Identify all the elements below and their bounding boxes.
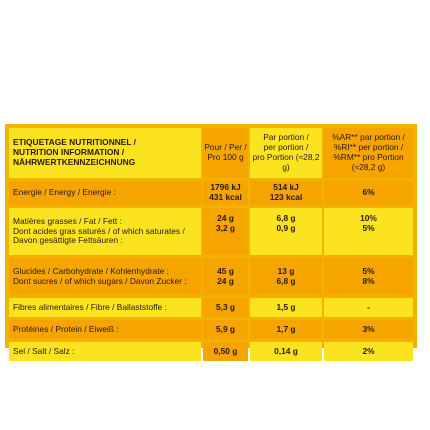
row-value: 5% [362, 222, 375, 233]
row-value: 2% [362, 345, 375, 356]
header-portion-line: Par portion / [263, 132, 309, 143]
row-label: Dont sucres / of which sugars / Davon Zu… [13, 275, 187, 286]
fibre-label-cell: Fibres alimentaires / Fibre / Ballaststo… [9, 298, 201, 317]
carbohydrate-ar-cell: 5% 8% [324, 258, 413, 295]
row-value: 5,3 g [215, 301, 236, 312]
header-portion-cell: Par portion / per portion / pro Portion … [250, 128, 322, 178]
fat-ar-cell: 10% 5% [324, 208, 413, 255]
header-per100-line: Pour / Per / [204, 142, 247, 153]
row-value: 5% [362, 265, 375, 276]
carbohydrate-portion-cell: 13 g 6,8 g [250, 258, 322, 295]
row-label: Fibres alimentaires / Fibre / Ballaststo… [13, 301, 167, 312]
fat-label-cell: Matières grasses / Fat / Fett : Dont aci… [9, 208, 201, 255]
row-value: 24 g [217, 275, 234, 286]
nutrition-table: ETIQUETAGE NUTRITIONNEL / NUTRITION INFO… [9, 128, 413, 361]
energy-portion-cell: 514 kJ 123 kcal [250, 181, 322, 205]
row-value: 8% [362, 275, 375, 286]
energy-ar-cell: 6% [324, 181, 413, 205]
row-value: 13 g [277, 265, 295, 276]
fat-per100-cell: 24 g 3,2 g [203, 208, 248, 255]
row-value: 24 g [217, 213, 234, 223]
row-value: 0,14 g [274, 345, 298, 356]
energy-label-cell: Energie / Energy / Energie : [9, 181, 201, 205]
row-label: Davon gesättigte Fettsäuren : [13, 235, 123, 246]
row-label: Dont acides gras saturés / of which satu… [13, 225, 185, 236]
header-ar-cell: %AR** par portion / %RI** per portion / … [324, 128, 413, 178]
carbohydrate-per100-cell: 45 g 24 g [203, 258, 248, 295]
header-ar-line: %RI** per portion / [333, 142, 404, 153]
row-value: 0,9 g [276, 222, 296, 233]
protein-ar-cell: 3% [324, 320, 413, 339]
row-value: 1,7 g [276, 323, 296, 334]
row-label: Protéines / Protein / Eiweiß : [13, 323, 119, 334]
protein-per100-cell: 5,9 g [203, 320, 248, 339]
row-value: 6% [362, 187, 375, 198]
row-value: 45 g [217, 265, 234, 276]
salt-ar-cell: 2% [324, 342, 413, 361]
row-value: 10% [360, 213, 377, 223]
header-label-line: NÄHRWERTKENNZEICHNUNG [13, 156, 136, 167]
header-per100-line: Pro 100 g [207, 152, 244, 162]
protein-portion-cell: 1,7 g [250, 320, 322, 339]
header-label-line: NUTRITION INFORMATION / [13, 147, 125, 158]
row-value: 3,2 g [215, 222, 236, 233]
fibre-per100-cell: 5,3 g [203, 298, 248, 317]
row-label: Sel / Salt / Salz : [13, 345, 75, 356]
header-label-cell: ETIQUETAGE NUTRITIONNEL / NUTRITION INFO… [9, 128, 201, 178]
row-value: 3% [362, 323, 375, 334]
fibre-ar-cell: - [324, 298, 413, 317]
header-portion-line: per portion / [263, 142, 309, 153]
row-value: 5,9 g [215, 323, 236, 334]
protein-label-cell: Protéines / Protein / Eiweiß : [9, 320, 201, 339]
row-value: 6,8 g [276, 213, 296, 223]
carbohydrate-label-cell: Glucides / Carbohydrate / Kohlenhydrate … [9, 258, 201, 295]
row-value: - [367, 301, 370, 312]
salt-per100-cell: 0,50 g [203, 342, 248, 361]
row-value: 514 kJ [273, 182, 299, 193]
row-value: 1796 kJ [210, 182, 241, 193]
fibre-portion-cell: 1,5 g [250, 298, 322, 317]
header-ar-line: %AR** par portion / [332, 132, 405, 143]
header-per100-cell: Pour / Per / Pro 100 g [203, 128, 248, 178]
row-value: 431 kcal [209, 192, 242, 202]
row-label: Matières grasses / Fat / Fett : [13, 215, 122, 226]
fat-portion-cell: 6,8 g 0,9 g [250, 208, 322, 255]
header-ar-line: %RM** pro Portion (≈28,2 g) [333, 152, 404, 172]
row-value: 6,8 g [276, 275, 296, 286]
nutrition-table-panel: ETIQUETAGE NUTRITIONNEL / NUTRITION INFO… [5, 124, 417, 361]
row-value: 0,50 g [213, 345, 238, 356]
header-portion-line: pro Portion (≈28,2 g) [252, 152, 320, 172]
row-value: 123 kcal [269, 192, 303, 202]
energy-per100-cell: 1796 kJ 431 kcal [203, 181, 248, 205]
salt-portion-cell: 0,14 g [250, 342, 322, 361]
row-label: Glucides / Carbohydrate / Kohlenhydrate … [13, 265, 169, 276]
row-label: Energie / Energy / Energie : [13, 187, 116, 198]
salt-label-cell: Sel / Salt / Salz : [9, 342, 201, 361]
row-value: 1,5 g [276, 301, 296, 312]
header-label-line: ETIQUETAGE NUTRITIONNEL / [13, 137, 136, 148]
